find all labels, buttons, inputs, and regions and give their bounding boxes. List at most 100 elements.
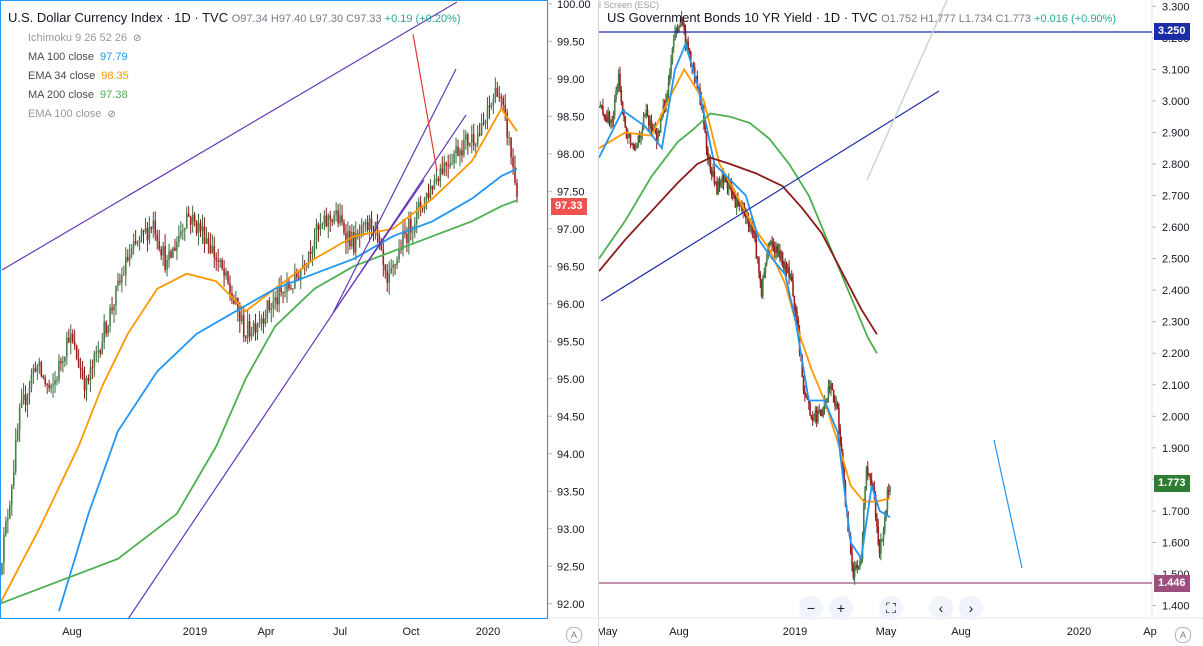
dxy-candle-body (168, 251, 170, 260)
dxy-chart-svg[interactable]: 100.00 99.50 99.00 98.50 98.00 97.50 97.00 96.5… (0, 0, 597, 646)
dxy-candle-body (130, 247, 133, 256)
us10y-candle-body (705, 132, 708, 149)
dxy-candle-body (71, 333, 74, 342)
chart-nav-toolbar: − + ⛶ ‹ › (799, 596, 983, 620)
us10y-candle-body (758, 257, 760, 273)
us10y-candle-body (738, 202, 741, 206)
us10y-candle-body (659, 119, 662, 133)
dxy-candle-body (132, 241, 135, 248)
dxy-candle-body (77, 358, 80, 368)
us10y-candle-body (616, 86, 619, 91)
dxy-candle-body (101, 342, 104, 354)
dxy-candle-body (402, 230, 404, 250)
dxy-chart-pane[interactable]: 100.00 99.50 99.00 98.50 98.00 97.50 97.00 96.5… (0, 0, 597, 646)
us10y-auto-scale-button[interactable]: A (1175, 627, 1191, 643)
dxy-indicator-line-2 (0, 199, 518, 605)
dxy-candle-body (451, 162, 453, 164)
dxy-candle-body (433, 180, 436, 190)
us10y-chart-pane[interactable]: 3.3003.2003.1003.0002.9002.8002.7002.600… (598, 0, 1203, 646)
dxy-candle-body (93, 353, 96, 368)
us10y-candle-body (835, 403, 838, 407)
hidden-eye-icon[interactable]: ⊘ (107, 109, 116, 120)
dxy-candle-body (211, 246, 214, 253)
dxy-candle-body (162, 246, 164, 256)
dxy-candle-body (439, 168, 442, 182)
us10y-candle-body (851, 552, 853, 567)
dxy-candle-body (394, 264, 396, 266)
indicator-ma100[interactable]: MA 100 close 97.79 (28, 51, 128, 63)
us10y-y-tick-label: 1.400 (1162, 601, 1190, 613)
dxy-candle-body (354, 233, 357, 253)
indicator-ema34[interactable]: EMA 34 close 98.35 (28, 70, 129, 82)
dxy-candle-body (262, 318, 265, 324)
us10y-y-tick-label: 1.900 (1162, 443, 1190, 455)
us10y-candle-body (721, 175, 724, 183)
hidden-eye-icon[interactable]: ⊘ (133, 33, 142, 44)
dxy-candle-body (97, 350, 100, 352)
dxy-candle-body (366, 222, 369, 231)
us10y-candle-body (839, 428, 842, 445)
us10y-candle-body (632, 143, 634, 146)
dxy-candle-body (406, 233, 408, 243)
us10y-candle-body (627, 134, 629, 139)
us10y-candle-body (865, 466, 868, 487)
us10y-candle-body (722, 175, 725, 183)
us10y-candle-body (771, 241, 773, 245)
us10y-trendline (600, 90, 940, 302)
dxy-candle-body (144, 228, 147, 232)
dxy-candle-body (445, 162, 448, 166)
us10y-indicator-line-1 (599, 41, 891, 561)
dxy-candle-body (185, 213, 188, 229)
us10y-y-tick-label: 2.000 (1162, 411, 1190, 423)
dxy-auto-scale-button[interactable]: A (566, 627, 582, 643)
dxy-candle-body (297, 277, 300, 280)
us10y-candle-body (870, 479, 873, 484)
us10y-candle-body (785, 263, 788, 273)
dxy-candle-body (117, 280, 119, 286)
dxy-y-tick-label: 95.50 (557, 336, 585, 348)
indicator-ma200[interactable]: MA 200 close 97.38 (28, 89, 128, 101)
zoom-out-button[interactable]: − (799, 596, 823, 620)
dxy-x-tick-label: 2020 (476, 626, 500, 638)
dxy-candle-body (317, 224, 320, 230)
dxy-title[interactable]: U.S. Dollar Currency Index · 1D · TVC (8, 10, 229, 25)
dxy-candle-body (386, 270, 389, 283)
us10y-candle-body (713, 170, 716, 184)
dxy-candle-body (26, 395, 29, 405)
dxy-candle-body (266, 300, 269, 319)
scroll-left-button[interactable]: ‹ (929, 596, 953, 620)
dxy-candle-body (16, 429, 19, 440)
dxy-candle-body (81, 369, 84, 378)
us10y-candle-body (853, 565, 856, 578)
dxy-candle-body (189, 216, 192, 225)
dxy-y-tick-label: 100.00 (557, 0, 591, 11)
us10y-candle-body (615, 90, 617, 100)
reset-zoom-button[interactable]: ⛶ (879, 596, 903, 620)
dxy-candle-body (62, 361, 64, 364)
us10y-candle-body (640, 133, 642, 138)
dxy-candle-body (197, 223, 200, 234)
dxy-candle-body (500, 96, 503, 99)
scroll-right-button[interactable]: › (959, 596, 983, 620)
us10y-candle-body (821, 410, 823, 417)
dxy-indicator-line-1 (58, 167, 518, 612)
dxy-candle-body (276, 297, 278, 305)
us10y-chart-svg[interactable]: 3.3003.2003.1003.0002.9002.8002.7002.600… (599, 0, 1203, 646)
us10y-candle-body (708, 159, 710, 161)
indicator-ichimoku[interactable]: Ichimoku 9 26 52 26 ⊘ (8, 29, 461, 48)
us10y-candle-body (764, 262, 767, 273)
us10y-candle-body (658, 131, 661, 133)
us10y-x-tick-label: Aug (669, 626, 689, 638)
dxy-candle-body (410, 219, 412, 233)
dxy-candle-body (341, 215, 343, 223)
us10y-candle-body (834, 402, 836, 407)
zoom-in-button[interactable]: + (829, 596, 853, 620)
indicator-ema100[interactable]: EMA 100 close ⊘ (8, 105, 461, 124)
dxy-trendline (1, 1, 458, 271)
exit-fullscreen-note[interactable]: Exit Full Screen (ESC) (599, 0, 660, 10)
dxy-candle-body (351, 232, 353, 247)
us10y-x-tick-label: Aug (951, 626, 971, 638)
us10y-title[interactable]: US Government Bonds 10 YR Yield · 1D · T… (607, 10, 878, 25)
dxy-candle-body (113, 305, 115, 311)
dxy-candle-body (463, 139, 465, 156)
